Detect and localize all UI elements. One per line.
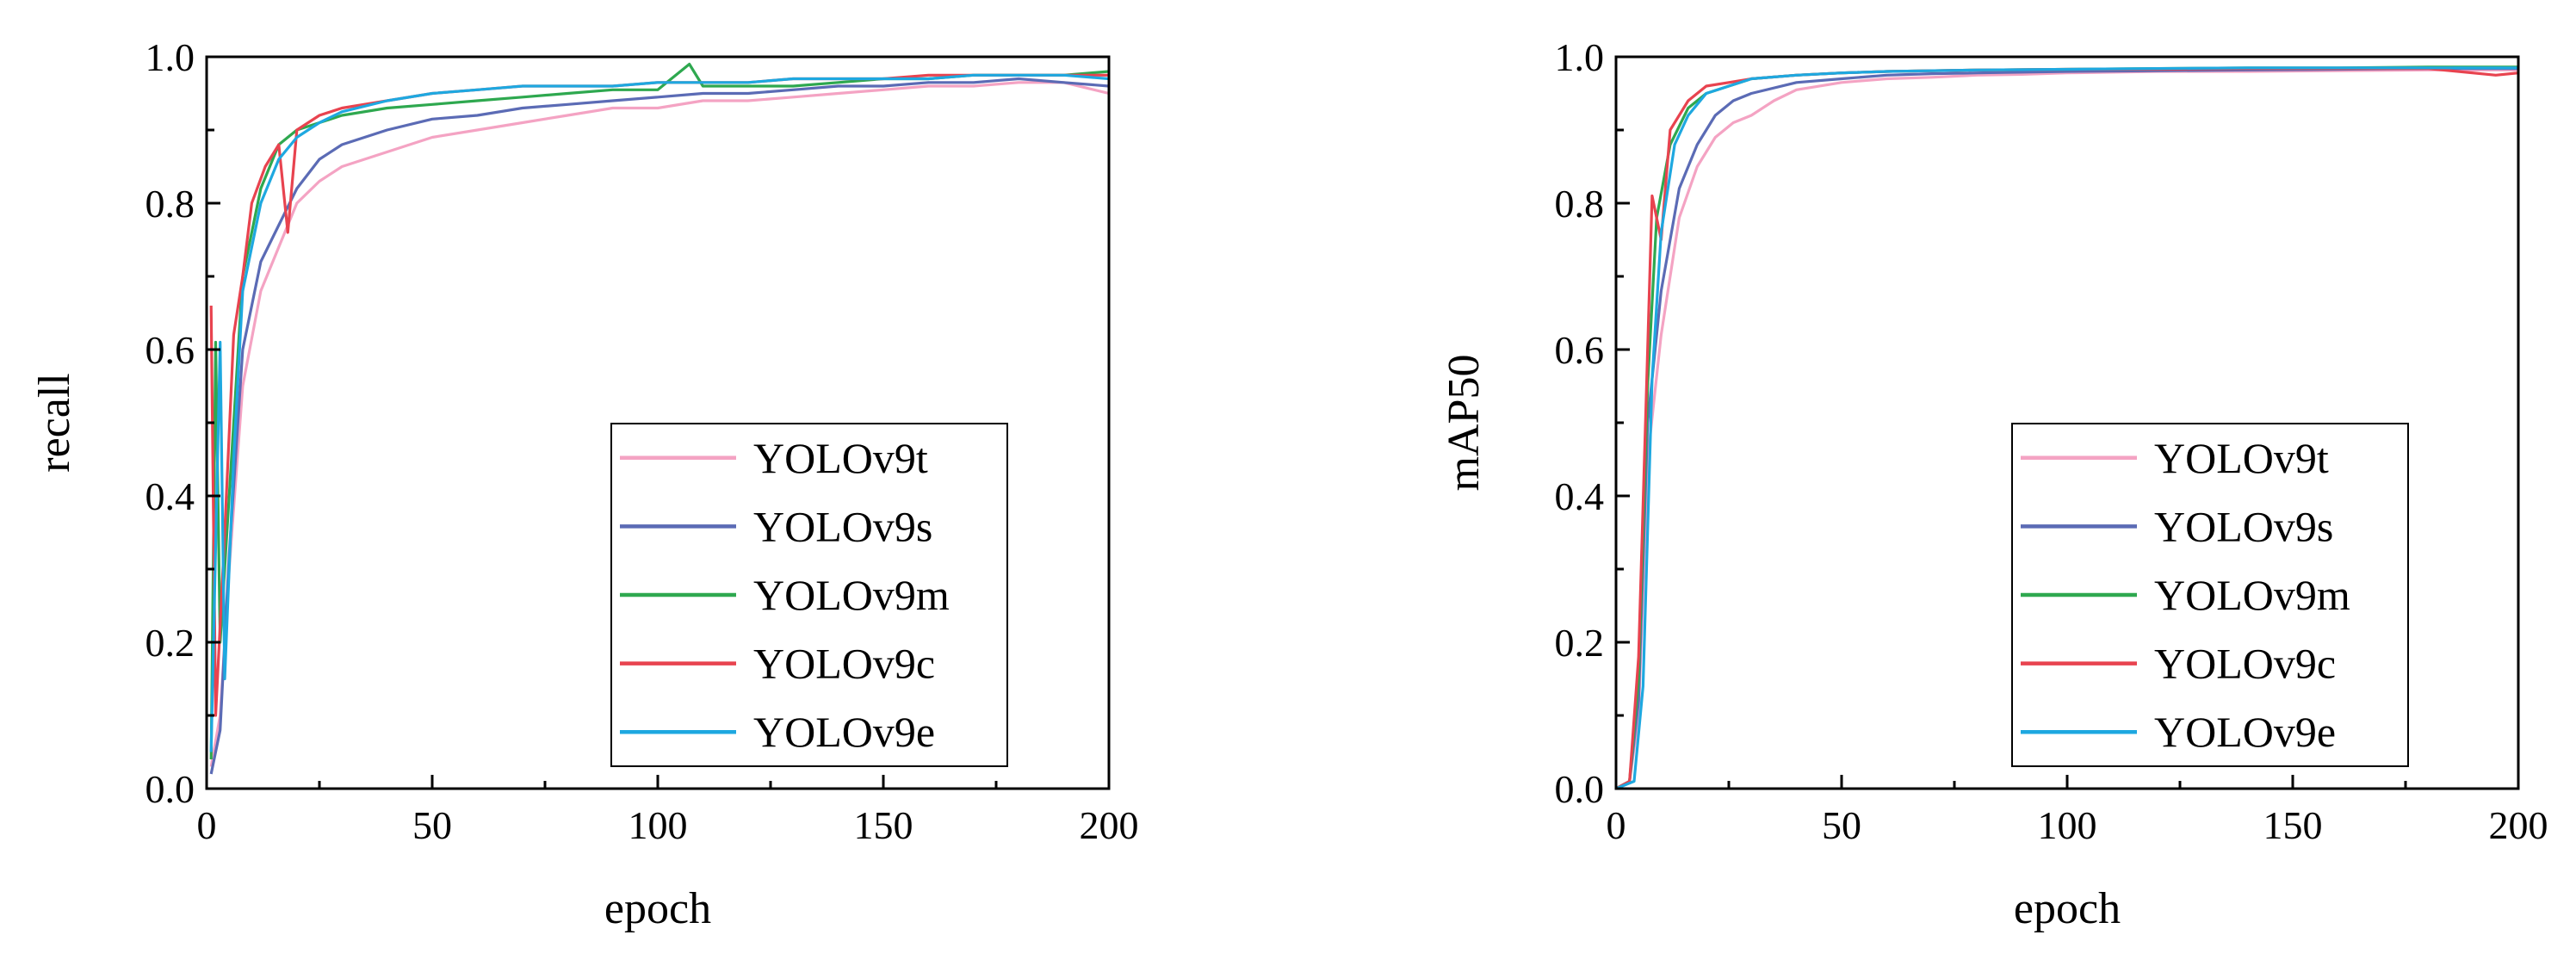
x-tick-label: 200 xyxy=(1080,803,1139,847)
x-tick-label: 150 xyxy=(854,803,913,847)
chart-2: 0 50 100 150 200 0.0 0.2 0.4 0.6 0.8 1.0 epoch mAP50… xyxy=(1440,35,2548,933)
legend-label-yolov9t: YOLOv9t xyxy=(753,434,928,482)
x-axis-title: epoch xyxy=(2014,884,2121,933)
y-tick-label: 0.0 xyxy=(146,767,195,811)
legend: YOLOv9t YOLOv9s YOLOv9m YOLOv9c YOLOv9e xyxy=(610,423,1008,767)
series-line-yolov9e xyxy=(209,73,1109,752)
y-axis-title: recall xyxy=(30,373,79,472)
legend-label-yolov9e: YOLOv9e xyxy=(753,708,935,756)
y-tick-label: 1.0 xyxy=(146,35,195,79)
legend: YOLOv9t YOLOv9s YOLOv9m YOLOv9c YOLOv9e xyxy=(2011,423,2409,767)
y-tick-label: 0.2 xyxy=(1555,621,1605,665)
y-tick-label: 0.2 xyxy=(146,621,195,665)
x-tick-label: 0 xyxy=(197,803,217,847)
y-tick-label: 0.4 xyxy=(1555,474,1605,518)
x-tick-label: 50 xyxy=(1822,803,1861,847)
chart-1: 0 50 100 150 200 0.0 0.2 0.4 0.6 0.8 1.0 epoch recal… xyxy=(30,35,1139,933)
y-tick-label: 0.8 xyxy=(146,182,195,226)
y-tick-label: 0.6 xyxy=(1555,328,1605,372)
x-axis-title: epoch xyxy=(604,884,711,933)
x-tick-label: 150 xyxy=(2263,803,2323,847)
x-tick-label: 200 xyxy=(2489,803,2548,847)
y-tick-label: 0.0 xyxy=(1555,767,1605,811)
y-tick-label: 0.4 xyxy=(146,474,195,518)
y-axis-title: mAP50 xyxy=(1440,355,1489,492)
legend-label-yolov9e: YOLOv9e xyxy=(2154,708,2336,756)
legend-label-yolov9c: YOLOv9c xyxy=(2154,640,2336,688)
x-tick-label: 0 xyxy=(1607,803,1626,847)
y-tick-label: 0.8 xyxy=(1555,182,1605,226)
y-tick-label: 1.0 xyxy=(1555,35,1605,79)
legend-label-yolov9s: YOLOv9s xyxy=(2154,502,2333,550)
series-line-yolov9t xyxy=(209,81,1109,767)
legend-label-yolov9t: YOLOv9t xyxy=(2154,434,2329,482)
y-tick-label: 0.6 xyxy=(146,328,195,372)
series-line-yolov9e xyxy=(1616,66,2518,789)
legend-label-yolov9m: YOLOv9m xyxy=(2154,571,2350,619)
legend-label-yolov9m: YOLOv9m xyxy=(753,571,950,619)
x-tick-label: 50 xyxy=(412,803,452,847)
x-tick-label: 100 xyxy=(2038,803,2097,847)
legend-label-yolov9c: YOLOv9c xyxy=(753,640,935,688)
series-line-yolov9s xyxy=(209,77,1109,775)
x-tick-label: 100 xyxy=(629,803,688,847)
legend-label-yolov9s: YOLOv9s xyxy=(753,502,932,550)
